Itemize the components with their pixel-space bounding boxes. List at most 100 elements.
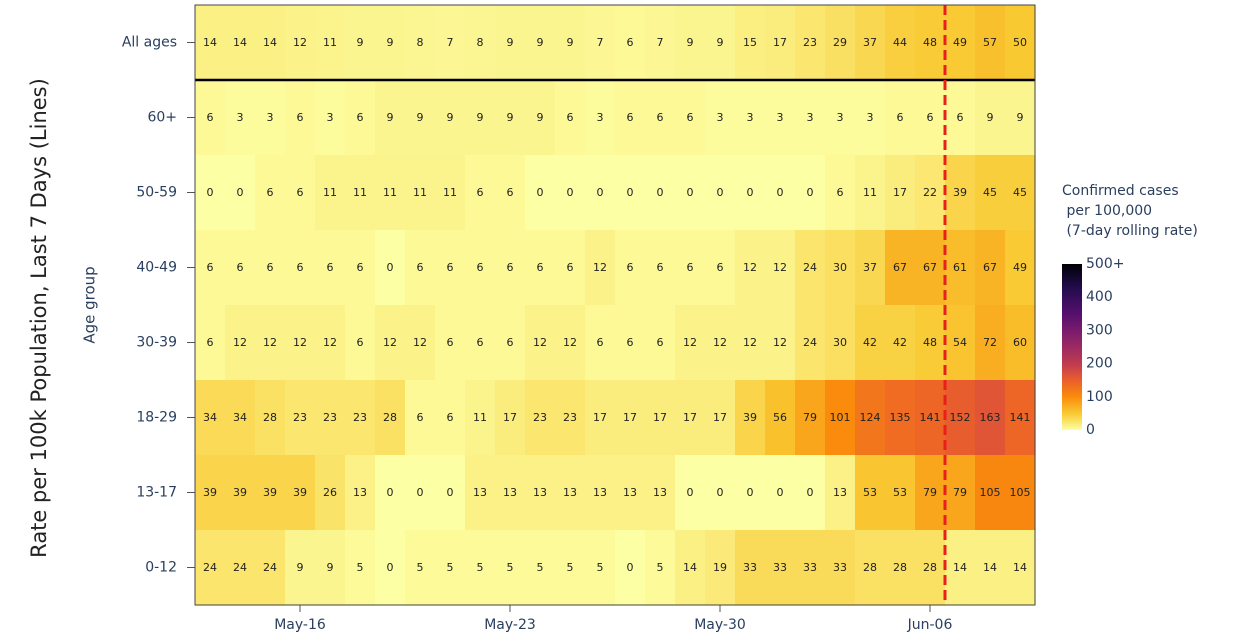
heatmap-cell — [465, 305, 496, 381]
cell-value-label: 14 — [203, 36, 217, 49]
y-axis-ticks: All ages 60+ 50-59 40-49 30-39 18-29 13-17 0-12 — [122, 35, 195, 576]
cell-value-label: 3 — [717, 111, 724, 124]
cell-value-label: 6 — [567, 111, 574, 124]
cell-value-label: 12 — [413, 336, 427, 349]
cell-value-label: 33 — [743, 561, 757, 574]
heatmap-cell — [435, 230, 466, 306]
heatmap-cell — [585, 155, 616, 231]
x-axis-ticks: May-16 May-23 May-30 Jun-06 — [274, 605, 952, 633]
cell-value-label: 0 — [747, 186, 754, 199]
cell-value-label: 17 — [593, 411, 607, 424]
heatmap-cell — [765, 5, 796, 81]
heatmap-cell — [645, 80, 676, 156]
plot-frame — [194, 4, 1036, 606]
heatmap-cell — [315, 80, 346, 156]
cell-value-label: 14 — [233, 36, 247, 49]
heatmap-cell — [285, 380, 316, 456]
cell-value-label: 17 — [623, 411, 637, 424]
x-tick-label: May-30 — [694, 617, 746, 633]
heatmap-cell — [225, 5, 256, 81]
cell-value-label: 3 — [267, 111, 274, 124]
cell-value-label: 141 — [1010, 411, 1031, 424]
cell-value-label: 12 — [383, 336, 397, 349]
heatmap-cell — [945, 155, 976, 231]
cell-value-label: 6 — [627, 36, 634, 49]
heatmap-cell — [795, 305, 826, 381]
cell-value-label: 6 — [477, 261, 484, 274]
cell-value-label: 0 — [537, 186, 544, 199]
cell-value-label: 44 — [893, 36, 907, 49]
heatmap-cell — [465, 530, 496, 606]
cell-value-label: 0 — [747, 486, 754, 499]
cell-value-label: 6 — [717, 261, 724, 274]
colorbar-tick-label: 100 — [1086, 389, 1113, 405]
cell-value-label: 3 — [597, 111, 604, 124]
heatmap-cell — [495, 230, 526, 306]
heatmap-cell — [525, 530, 556, 606]
heatmap-cell — [615, 80, 646, 156]
cell-value-label: 9 — [327, 561, 334, 574]
cell-value-label: 6 — [447, 261, 454, 274]
cell-value-label: 13 — [833, 486, 847, 499]
heatmap-cell — [225, 455, 256, 531]
cell-value-label: 5 — [537, 561, 544, 574]
heatmap-cell — [525, 230, 556, 306]
heatmap-cell — [405, 455, 436, 531]
y-tick-label: 13-17 — [136, 485, 177, 501]
heatmap-cell — [495, 80, 526, 156]
heatmap-cell — [825, 5, 856, 81]
cell-value-label: 39 — [233, 486, 247, 499]
heatmap-cell — [885, 455, 916, 531]
heatmap-cell — [495, 380, 526, 456]
heatmap-cell — [855, 380, 886, 456]
cell-value-label: 53 — [863, 486, 877, 499]
heatmap-cell — [255, 530, 286, 606]
cell-value-label: 37 — [863, 261, 877, 274]
cell-value-label: 6 — [507, 336, 514, 349]
heatmap-cell — [675, 230, 706, 306]
heatmap-cell — [375, 230, 406, 306]
heatmap-cell — [885, 305, 916, 381]
heatmap-cell — [795, 230, 826, 306]
heatmap-cell — [465, 380, 496, 456]
cell-value-label: 6 — [417, 261, 424, 274]
cell-value-label: 9 — [537, 111, 544, 124]
heatmap-cell — [495, 455, 526, 531]
heatmap-cell — [525, 155, 556, 231]
cell-value-label: 8 — [477, 36, 484, 49]
cell-value-label: 6 — [687, 261, 694, 274]
cell-value-label: 24 — [803, 261, 817, 274]
cell-value-label: 37 — [863, 36, 877, 49]
heatmap-cell — [255, 5, 286, 81]
heatmap-cell — [525, 380, 556, 456]
heatmap-cell — [735, 305, 766, 381]
colorbar-tick-label: 500+ — [1086, 256, 1124, 272]
cell-value-label: 13 — [473, 486, 487, 499]
heatmap-cell — [195, 305, 226, 381]
colorbar-title-line-3: (7-day rolling rate) — [1062, 223, 1198, 239]
heatmap-cell — [735, 80, 766, 156]
heatmap-cell — [945, 530, 976, 606]
heatmap-cell — [975, 230, 1006, 306]
heatmap-cell — [675, 455, 706, 531]
heatmap-cell — [825, 380, 856, 456]
cell-value-label: 6 — [657, 111, 664, 124]
cell-value-label: 6 — [357, 261, 364, 274]
heatmap-cell — [1005, 80, 1036, 156]
cell-value-label: 0 — [387, 561, 394, 574]
cell-value-label: 12 — [743, 336, 757, 349]
cell-value-label: 0 — [387, 486, 394, 499]
heatmap-cell — [885, 80, 916, 156]
cell-value-label: 19 — [713, 561, 727, 574]
heatmap-cell — [345, 305, 376, 381]
cell-value-label: 105 — [980, 486, 1001, 499]
heatmap-cell — [825, 305, 856, 381]
cell-value-label: 5 — [447, 561, 454, 574]
cell-value-label: 6 — [357, 336, 364, 349]
cell-value-label: 6 — [897, 111, 904, 124]
cell-value-label: 24 — [203, 561, 217, 574]
cell-value-label: 5 — [657, 561, 664, 574]
cell-value-label: 9 — [717, 36, 724, 49]
heatmap-cell — [345, 455, 376, 531]
cell-value-label: 49 — [953, 36, 967, 49]
